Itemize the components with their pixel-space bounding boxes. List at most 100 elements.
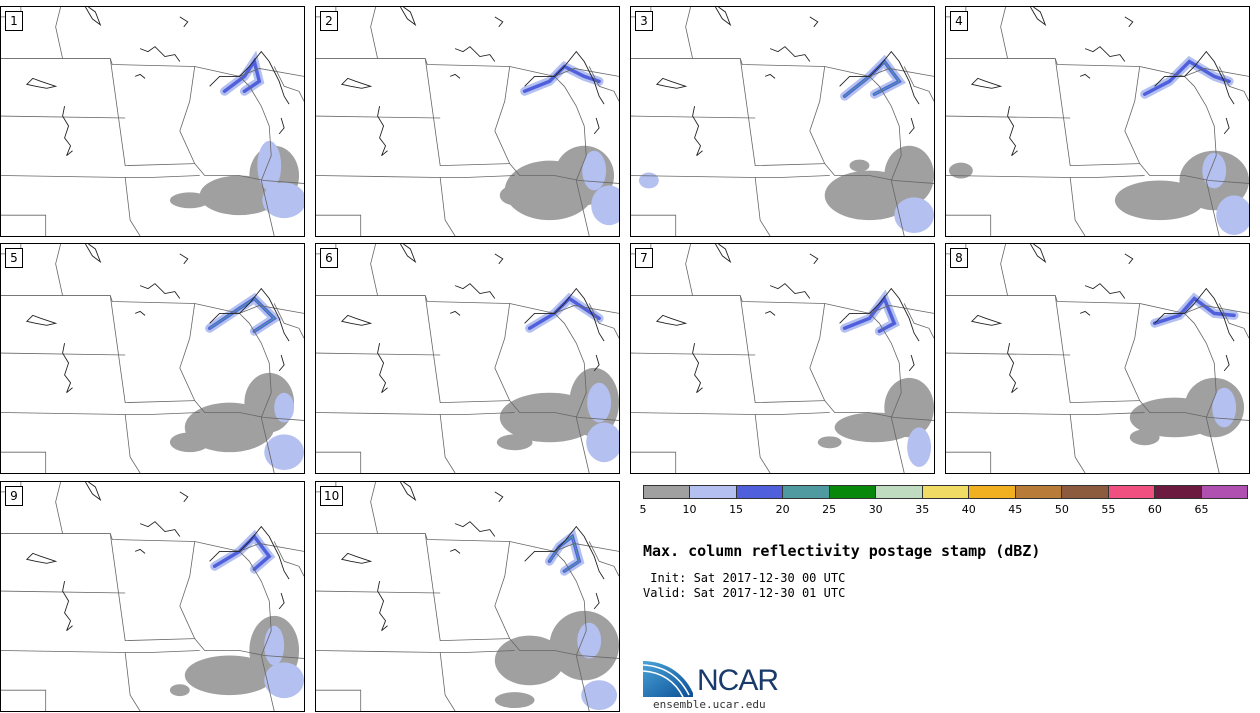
colorbar-segment [922, 486, 970, 498]
reflectivity-area [884, 145, 934, 206]
lake-effect-band [522, 64, 601, 93]
reflectivity-area [577, 622, 602, 659]
reflectivity-area [494, 635, 565, 686]
member-panel: 4 [945, 6, 1250, 237]
coastline [1084, 283, 1126, 299]
state-border [370, 482, 378, 534]
coastline [209, 50, 290, 105]
state-border [809, 303, 826, 401]
coastline [769, 283, 811, 299]
state-border [424, 533, 510, 642]
reflectivity-area [586, 422, 619, 463]
state-border [440, 412, 515, 415]
coastline [1223, 117, 1230, 135]
coastline [25, 314, 58, 326]
coastline [454, 283, 496, 299]
state-border [509, 66, 619, 77]
state-border [316, 214, 362, 236]
member-map [631, 7, 934, 236]
coastline [62, 106, 73, 157]
state-border [1070, 412, 1145, 415]
coastline [139, 521, 181, 537]
state-border [239, 551, 272, 656]
state-border [755, 412, 830, 415]
reflectivity-area [1202, 152, 1227, 189]
reflectivity-area [1216, 195, 1249, 236]
coastline [839, 287, 920, 342]
member-number-label: 8 [950, 248, 968, 268]
member-number-label: 7 [635, 248, 653, 268]
coastline [1079, 310, 1091, 316]
member-panel: 7 [630, 243, 935, 474]
coastline [340, 552, 373, 564]
state-border [1, 689, 47, 711]
coastline [1084, 46, 1126, 62]
member-number-label: 5 [5, 248, 23, 268]
reflectivity-area [264, 625, 285, 666]
state-border [946, 295, 1140, 304]
state-border [509, 303, 619, 314]
state-border [55, 244, 63, 296]
coastline [377, 106, 388, 157]
state-border [239, 76, 272, 181]
state-border [509, 163, 619, 184]
state-border [440, 650, 515, 653]
member-map [946, 7, 1249, 236]
coastline [1124, 16, 1134, 28]
init-time: Init: Sat 2017-12-30 00 UTC [643, 571, 846, 585]
state-border [194, 66, 304, 77]
state-border [194, 163, 304, 184]
coastline [524, 50, 605, 105]
member-number-label: 4 [950, 11, 968, 31]
reflectivity-area [264, 662, 304, 699]
coastline [593, 354, 600, 372]
coastline [1007, 343, 1018, 394]
state-border [588, 66, 619, 102]
coastline [278, 592, 285, 610]
state-border [903, 303, 934, 339]
coastline [449, 310, 461, 316]
state-border [316, 58, 510, 67]
coastline [809, 253, 819, 265]
colorbar-segment [1015, 486, 1063, 498]
coastline [400, 7, 417, 27]
lake-effect-band [1142, 59, 1231, 96]
state-border [631, 58, 825, 67]
state-border [685, 244, 693, 296]
state-border [631, 295, 825, 304]
state-border [1, 58, 195, 67]
coastline [1030, 7, 1047, 27]
member-number-label: 3 [635, 11, 653, 31]
colorbar-tick-label: 65 [1194, 503, 1209, 516]
state-border [316, 533, 510, 542]
lake-effect-band [212, 533, 272, 571]
reflectivity-area [169, 684, 190, 697]
lake-effect-band [843, 60, 901, 97]
state-border [1070, 175, 1145, 178]
reflectivity-area [587, 382, 612, 423]
coastline [764, 310, 776, 316]
coastline [25, 77, 58, 89]
lake-effect-band [842, 295, 897, 333]
member-map [631, 244, 934, 473]
website-url[interactable]: ensemble.ucar.edu [653, 698, 766, 711]
state-border [194, 400, 304, 421]
state-border [1218, 303, 1249, 339]
colorbar-ticks: 5 10 15 20 25 30 35 40 45 50 55 60 65 [640, 503, 1248, 517]
state-border [1, 451, 47, 473]
coastline [970, 314, 1003, 326]
reflectivity-area [169, 432, 210, 453]
state-border [273, 303, 304, 339]
state-border [554, 76, 587, 181]
state-border [631, 175, 771, 236]
lake-effect-band [209, 297, 276, 332]
state-border [1139, 303, 1249, 314]
state-border [494, 66, 511, 164]
state-border [809, 66, 826, 164]
state-border [1184, 76, 1217, 181]
reflectivity-area [884, 377, 934, 438]
state-border [685, 7, 693, 59]
reflectivity-area [849, 159, 870, 172]
state-border [316, 175, 456, 236]
state-border [824, 400, 934, 421]
